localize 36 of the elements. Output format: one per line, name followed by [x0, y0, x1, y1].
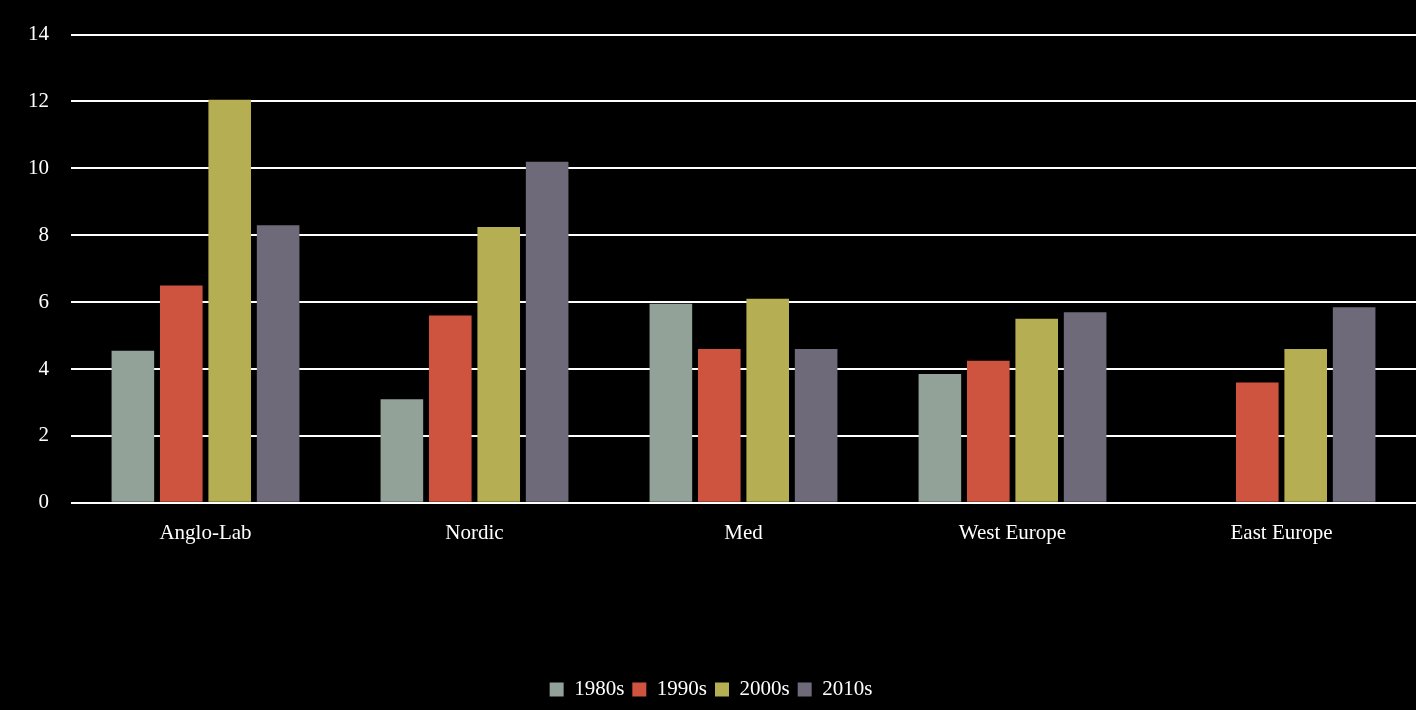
- bar: [159, 285, 203, 502]
- x-tick-label: Med: [724, 519, 764, 544]
- y-tick-label: 10: [28, 154, 49, 179]
- bar: [428, 315, 472, 502]
- bar: [525, 161, 569, 502]
- x-tick-label: East Europe: [1230, 519, 1333, 544]
- bar: [918, 374, 962, 502]
- y-tick-label: 8: [38, 221, 49, 246]
- bar: [111, 350, 155, 502]
- x-tick-label: Anglo-Lab: [159, 519, 252, 544]
- bar: [208, 99, 252, 502]
- bar: [649, 303, 693, 502]
- legend-label: 1980s: [574, 676, 625, 701]
- bar: [794, 348, 838, 502]
- y-tick-label: 14: [28, 21, 50, 46]
- bar: [256, 225, 300, 502]
- bar: [1235, 382, 1279, 502]
- y-tick-label: 0: [38, 489, 49, 514]
- x-tick-label: Nordic: [445, 519, 504, 544]
- bar: [1284, 348, 1328, 502]
- legend-label: 2000s: [739, 676, 790, 701]
- bar: [966, 360, 1010, 502]
- bar: [1063, 312, 1107, 502]
- bar: [746, 298, 790, 502]
- bar: [1332, 307, 1376, 502]
- legend-label: 2010s: [822, 676, 873, 701]
- x-tick-label: West Europe: [958, 519, 1067, 544]
- bar: [697, 348, 741, 502]
- y-tick-label: 12: [28, 88, 49, 112]
- y-tick-label: 4: [38, 355, 50, 380]
- legend-label: 1990s: [656, 676, 708, 701]
- bar: [380, 399, 424, 502]
- bar: [477, 226, 521, 502]
- bar: [1015, 318, 1059, 502]
- y-tick-label: 2: [38, 422, 49, 447]
- y-tick-label: 6: [38, 288, 49, 313]
